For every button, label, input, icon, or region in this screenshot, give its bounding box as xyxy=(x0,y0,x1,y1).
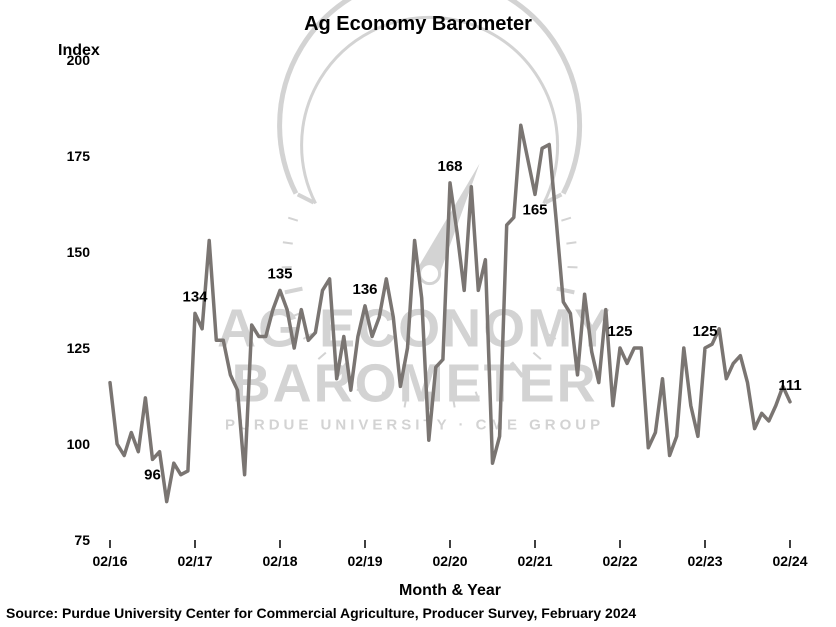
x-tick-label: 02/21 xyxy=(517,553,552,569)
x-tick-label: 02/23 xyxy=(687,553,722,569)
watermark-text-1: AG ECONOMY xyxy=(217,299,612,359)
watermark-text-2: BAROMETER xyxy=(232,354,598,414)
data-label: 165 xyxy=(522,201,547,218)
x-tick-label: 02/18 xyxy=(262,553,297,569)
y-tick-label: 125 xyxy=(67,340,91,356)
watermark-text-small: PURDUE UNIVERSITY · CME GROUP xyxy=(225,417,604,434)
data-label: 134 xyxy=(182,288,208,305)
chart-title: Ag Economy Barometer xyxy=(304,13,532,35)
y-tick-label: 150 xyxy=(67,244,91,260)
y-tick-label: 200 xyxy=(67,52,91,68)
y-tick-label: 100 xyxy=(67,436,91,452)
data-label: 96 xyxy=(144,466,161,483)
watermark-gauge-tick xyxy=(566,242,576,243)
x-tick-label: 02/16 xyxy=(92,553,127,569)
x-axis-title: Month & Year xyxy=(399,582,501,599)
watermark-gauge-tick xyxy=(283,242,293,243)
x-tick-label: 02/22 xyxy=(602,553,637,569)
chart-svg: AG ECONOMYBAROMETER PURDUE UNIVERSITY · C… xyxy=(0,0,836,627)
data-label: 125 xyxy=(607,323,632,340)
x-tick-label: 02/19 xyxy=(347,553,382,569)
data-label: 135 xyxy=(267,265,292,282)
watermark-gauge-hub xyxy=(420,264,440,284)
x-tick-label: 02/17 xyxy=(177,553,212,569)
y-tick-label: 75 xyxy=(74,532,90,548)
data-label: 125 xyxy=(692,323,717,340)
x-tick-label: 02/20 xyxy=(432,553,467,569)
x-tick-label: 02/24 xyxy=(772,553,807,569)
data-label: 168 xyxy=(437,158,462,175)
data-label: 136 xyxy=(352,281,377,298)
chart-container: AG ECONOMYBAROMETER PURDUE UNIVERSITY · C… xyxy=(0,0,836,627)
y-tick-label: 175 xyxy=(67,148,91,164)
data-label: 111 xyxy=(778,377,801,394)
source-caption: Source: Purdue University Center for Com… xyxy=(6,605,636,621)
